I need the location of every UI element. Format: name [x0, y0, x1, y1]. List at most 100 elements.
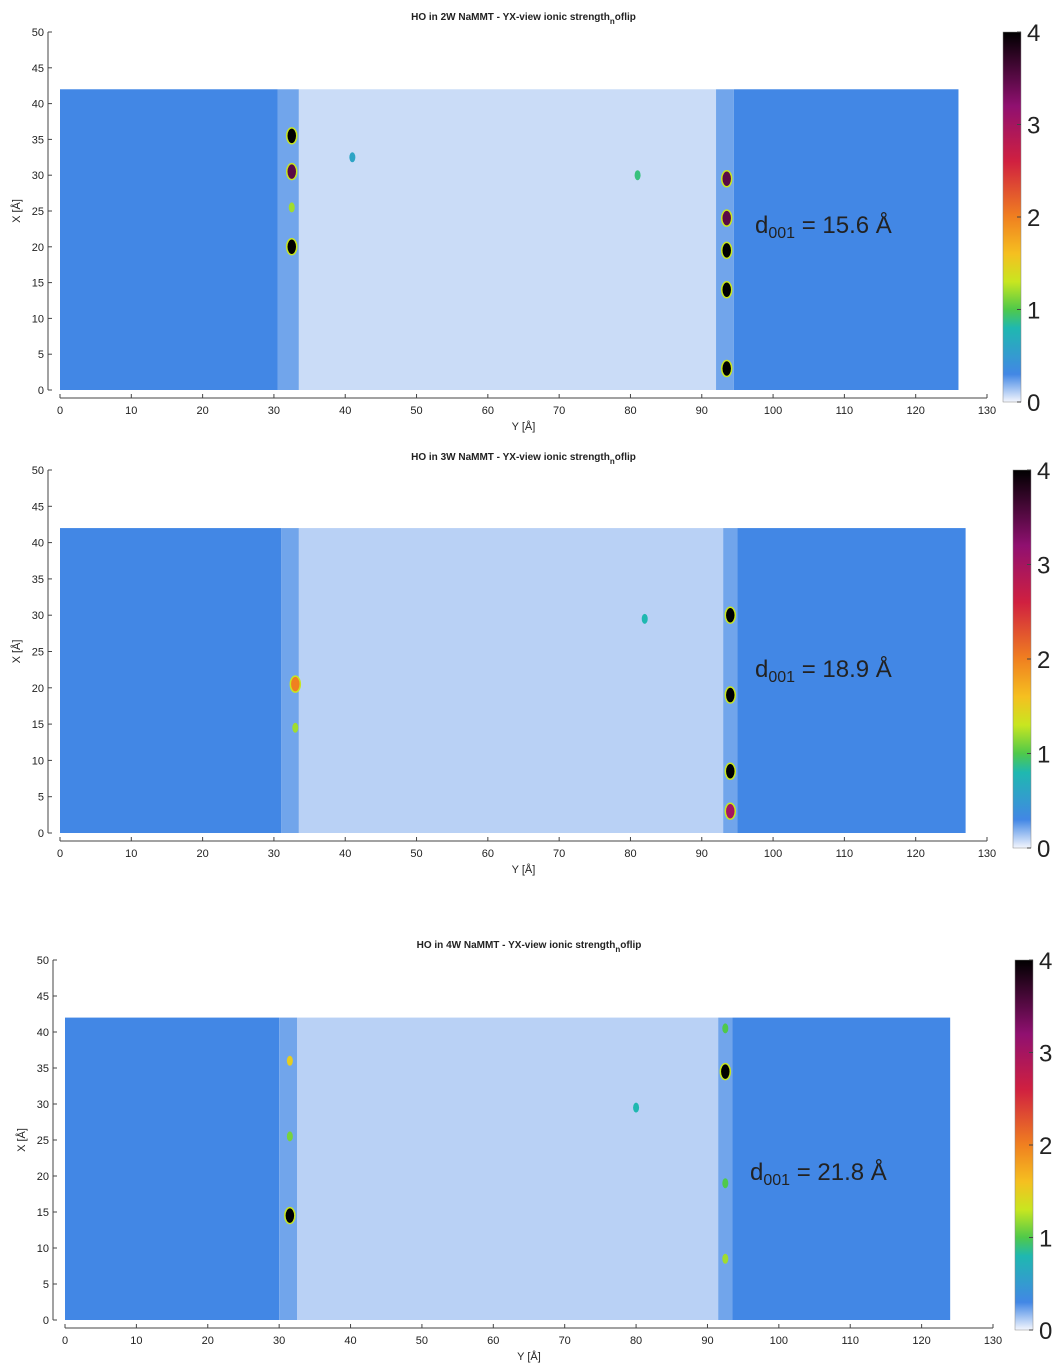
title-end: oflip — [615, 452, 636, 463]
x-tick-label: 50 — [410, 848, 422, 860]
ion-spot — [286, 1055, 293, 1066]
ion-spot — [719, 1062, 732, 1081]
ion-spot — [720, 209, 733, 227]
ion-spot — [286, 162, 298, 181]
x-tick-label: 20 — [202, 1335, 214, 1347]
annotation-pre: d — [750, 1159, 763, 1186]
annotation-pre: d — [755, 656, 768, 683]
colorbar-tick-label: 1 — [1039, 1226, 1052, 1253]
ion-spot — [349, 152, 356, 163]
ion-spot — [722, 1253, 729, 1264]
ion-spot — [722, 1023, 729, 1034]
annotation-sub: 001 — [768, 669, 795, 686]
ion-spot — [288, 202, 295, 213]
heatmap-region — [298, 89, 717, 390]
x-tick-label: 20 — [196, 405, 208, 417]
annotation-post: = 18.9 Å — [795, 655, 892, 683]
x-tick-label: 10 — [130, 1335, 142, 1347]
x-tick-label: 110 — [836, 848, 854, 860]
ion-spot — [724, 686, 737, 704]
x-tick-label: 70 — [559, 1335, 571, 1347]
x-tick-label: 50 — [410, 405, 422, 417]
colorbar-tick-label: 2 — [1037, 647, 1050, 674]
x-tick-label: 100 — [770, 1335, 788, 1347]
x-tick-label: 60 — [482, 848, 494, 860]
y-tick-label: 10 — [32, 755, 44, 767]
ion-spot — [286, 238, 298, 256]
x-tick-label: 30 — [268, 848, 280, 860]
x-tick-label: 100 — [764, 848, 782, 860]
y-tick-label: 0 — [38, 828, 44, 840]
colorbar-tick-label: 3 — [1037, 553, 1050, 580]
heatmap-region — [723, 528, 738, 833]
title-main: HO in 2W NaMMT - YX-view ionic strength — [411, 12, 610, 23]
title-subscript: n — [610, 457, 615, 466]
y-tick-label: 5 — [38, 349, 44, 361]
x-tick-label: 90 — [696, 405, 708, 417]
y-tick-label: 0 — [43, 1315, 49, 1327]
x-tick-label: 130 — [978, 405, 996, 417]
annotation: d001 = 21.8 Å — [750, 1158, 887, 1189]
y-tick-label: 10 — [37, 1243, 49, 1255]
y-tick-label: 5 — [43, 1279, 49, 1291]
y-tick-label: 15 — [32, 719, 44, 731]
y-tick-label: 45 — [32, 501, 44, 513]
y-tick-label: 45 — [32, 63, 44, 75]
y-tick-label: 40 — [37, 1027, 49, 1039]
heatmap-region — [716, 89, 734, 390]
annotation: d001 = 15.6 Å — [755, 211, 892, 242]
x-tick-label: 120 — [912, 1335, 930, 1347]
ion-spot — [724, 606, 737, 624]
y-tick-label: 10 — [32, 313, 44, 325]
colorbar-tick-label: 4 — [1039, 948, 1052, 975]
x-tick-label: 50 — [416, 1335, 428, 1347]
y-tick-label: 30 — [32, 170, 44, 182]
heatmap-region — [718, 1017, 733, 1320]
y-tick-label: 40 — [32, 99, 44, 111]
x-tick-label: 40 — [339, 405, 351, 417]
y-tick-label: 20 — [37, 1171, 49, 1183]
ion-spot — [722, 1178, 729, 1189]
x-tick-label: 40 — [344, 1335, 356, 1347]
annotation-sub: 001 — [768, 225, 795, 242]
x-tick-label: 70 — [553, 848, 565, 860]
ion-spot — [724, 762, 737, 781]
y-tick-label: 25 — [37, 1135, 49, 1147]
heatmap-region — [737, 528, 966, 833]
heatmap-region — [732, 1017, 951, 1320]
x-tick-label: 70 — [553, 405, 565, 417]
colorbar-tick-label: 3 — [1039, 1041, 1052, 1068]
x-tick-label: 0 — [57, 405, 63, 417]
x-tick-label: 110 — [836, 405, 854, 417]
colorbar-tick-label: 1 — [1027, 298, 1040, 325]
annotation-sub: 001 — [763, 1172, 790, 1189]
heatmap-region — [298, 528, 724, 833]
x-tick-label: 30 — [273, 1335, 285, 1347]
title-end: oflip — [620, 940, 641, 951]
y-tick-label: 30 — [37, 1099, 49, 1111]
x-tick-label: 40 — [339, 848, 351, 860]
y-tick-label: 35 — [32, 574, 44, 586]
colorbar-tick-label: 0 — [1027, 390, 1040, 417]
x-axis-label: Y [Å] — [512, 863, 536, 876]
colorbar-tick-label: 4 — [1027, 20, 1040, 47]
colorbar-tick-label: 4 — [1037, 458, 1050, 485]
x-tick-label: 130 — [984, 1335, 1002, 1347]
chart-title: HO in 4W NaMMT - YX-view ionic strengthn… — [417, 940, 642, 954]
x-tick-label: 0 — [57, 848, 63, 860]
y-tick-label: 15 — [32, 278, 44, 290]
annotation-post: = 15.6 Å — [795, 211, 892, 239]
colorbar-tick-label: 2 — [1027, 205, 1040, 232]
y-tick-label: 20 — [32, 683, 44, 695]
x-tick-label: 90 — [701, 1335, 713, 1347]
x-axis-label: Y [Å] — [512, 420, 536, 433]
ion-spot — [292, 722, 299, 733]
x-tick-label: 80 — [630, 1335, 642, 1347]
ion-spot — [286, 127, 298, 145]
x-tick-label: 110 — [841, 1335, 859, 1347]
ion-spot — [286, 1131, 293, 1142]
ion-spot — [724, 802, 737, 820]
y-tick-label: 20 — [32, 242, 44, 254]
